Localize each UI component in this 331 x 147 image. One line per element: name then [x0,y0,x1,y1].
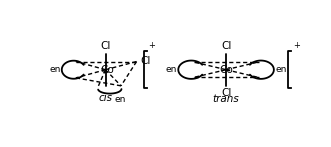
Text: +: + [149,41,156,50]
Text: Co: Co [219,65,233,75]
Text: Cl: Cl [100,41,111,51]
Text: en: en [275,65,287,74]
Text: cis: cis [99,93,113,103]
Text: Cl: Cl [221,41,231,51]
Text: Co: Co [100,65,114,75]
Text: en: en [115,95,126,104]
Text: en: en [166,65,177,74]
Text: trans: trans [213,93,239,103]
Text: en: en [49,65,61,74]
Text: Cl: Cl [140,56,151,66]
Text: +: + [293,41,300,50]
Text: Cl: Cl [221,88,231,98]
